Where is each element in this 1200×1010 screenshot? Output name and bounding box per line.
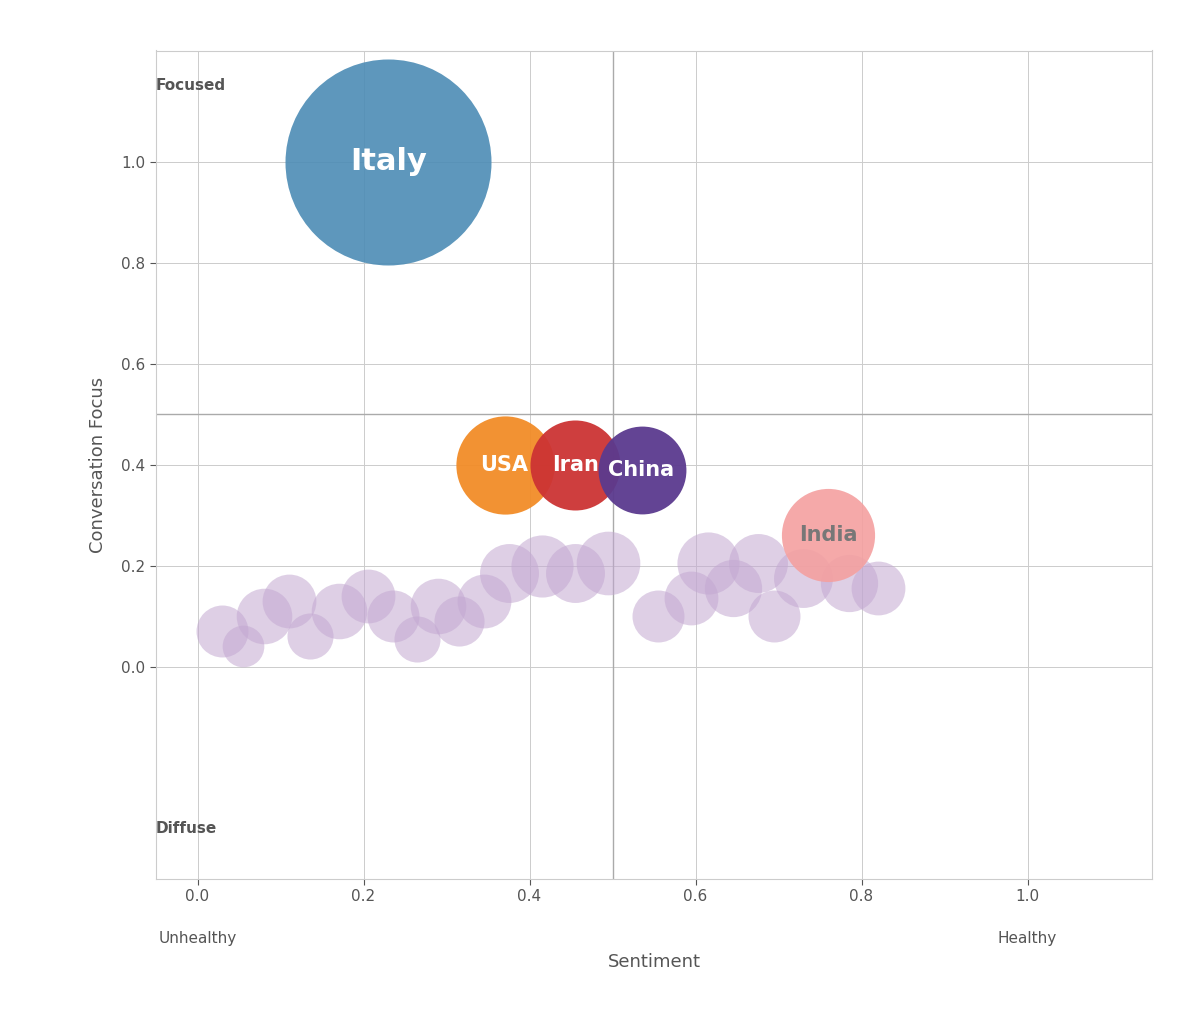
- Text: Focused: Focused: [156, 79, 226, 93]
- Point: [818, 527, 838, 543]
- Text: India: India: [799, 525, 858, 545]
- Point: [379, 154, 398, 170]
- Point: [408, 630, 427, 647]
- Text: China: China: [608, 460, 674, 480]
- Point: [632, 462, 652, 478]
- Point: [682, 590, 701, 606]
- Point: [474, 593, 493, 609]
- Point: [565, 565, 584, 581]
- Point: [300, 628, 319, 644]
- Point: [280, 593, 299, 609]
- Point: [565, 457, 584, 473]
- Point: [764, 608, 784, 624]
- Y-axis label: Conversation Focus: Conversation Focus: [90, 377, 108, 552]
- Point: [428, 598, 448, 614]
- Point: [748, 556, 767, 572]
- Point: [329, 603, 348, 619]
- Point: [499, 565, 518, 581]
- Text: Iran: Iran: [552, 454, 599, 475]
- X-axis label: Sentiment: Sentiment: [607, 952, 701, 971]
- Point: [698, 556, 718, 572]
- Point: [869, 580, 888, 596]
- Point: [648, 608, 667, 624]
- Text: USA: USA: [480, 454, 529, 475]
- Text: Unhealthy: Unhealthy: [158, 931, 236, 946]
- Point: [724, 580, 743, 596]
- Point: [383, 608, 402, 624]
- Text: Diffuse: Diffuse: [156, 821, 217, 835]
- Point: [496, 457, 515, 473]
- Point: [840, 575, 859, 591]
- Text: Healthy: Healthy: [998, 931, 1057, 946]
- Point: [794, 570, 814, 586]
- Point: [533, 558, 552, 574]
- Point: [449, 613, 468, 629]
- Text: Italy: Italy: [350, 147, 427, 176]
- Point: [212, 623, 232, 639]
- Point: [234, 638, 253, 654]
- Point: [358, 588, 377, 604]
- Point: [254, 608, 274, 624]
- Point: [599, 556, 618, 572]
